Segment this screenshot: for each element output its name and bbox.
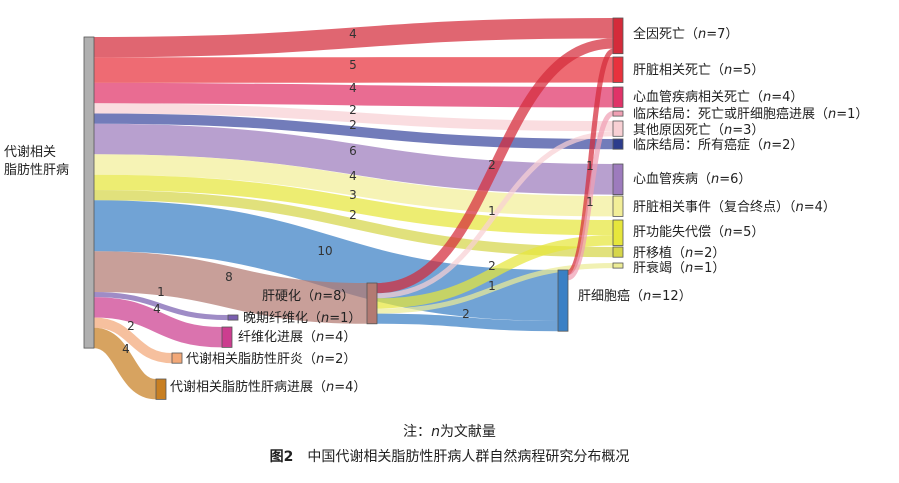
caption-number: 图2	[269, 449, 294, 465]
label-fp: 纤维化进展（n=4）	[238, 330, 356, 345]
label-fail: 肝衰竭（n=1）	[633, 260, 725, 276]
label-src: 代谢相关脂肪性肝病	[4, 144, 69, 178]
flow-src-to-lf	[93, 292, 229, 321]
node-dec	[612, 219, 624, 246]
label-mash: 代谢相关脂肪性肝炎（n=2）	[186, 351, 356, 367]
node-tx	[612, 246, 624, 258]
node-cl1	[612, 110, 624, 117]
node-cv	[612, 163, 624, 196]
flow-value-cir-to-dec: 2	[488, 259, 496, 273]
figure-note: 注：n为文献量	[0, 421, 899, 441]
flow-value-src-to-cl2: 2	[349, 118, 357, 132]
flow-value-hcc-to-cl1: 1	[586, 195, 594, 209]
flow-value-src-to-mprog: 4	[122, 342, 130, 356]
flow-value-src-to-mash: 2	[127, 319, 135, 333]
flow-hcc-to-acm	[566, 48, 615, 276]
flow-value-cir-to-fail: 1	[488, 279, 496, 293]
label-cvd: 心血管疾病相关死亡（n=4）	[633, 90, 803, 105]
flow-src-to-mprog	[92, 327, 158, 400]
node-mash	[171, 352, 183, 364]
flow-value-cir-to-hcc: 2	[462, 307, 470, 321]
flow-value-src-to-lf: 1	[157, 285, 165, 299]
flow-src-to-lre	[93, 154, 614, 217]
label-lf: 晚期纤维化（n=1）	[243, 311, 361, 326]
flow-value-src-to-acm: 4	[349, 27, 357, 41]
flow-value-src-to-cir: 8	[225, 270, 233, 284]
label-mprog: 代谢相关脂肪性肝病进展（n=4）	[170, 379, 366, 395]
node-oth	[612, 120, 624, 137]
flow-value-cir-to-acm: 2	[488, 158, 496, 172]
flow-value-src-to-tx: 2	[349, 208, 357, 222]
flow-src-to-cv	[93, 123, 614, 195]
flow-src-to-cir	[93, 251, 368, 324]
flow-value-cir-to-oth: 1	[488, 204, 496, 218]
flow-src-to-cvd	[93, 82, 614, 108]
flow-src-to-cl2	[93, 113, 614, 150]
node-acm	[612, 17, 624, 55]
node-lre	[612, 195, 624, 217]
flow-value-hcc-to-acm: 1	[586, 159, 594, 173]
note-prefix: 注：	[403, 424, 432, 440]
flow-src-to-mash	[93, 317, 173, 364]
flow-value-src-to-hcc: 10	[317, 244, 332, 258]
figure-caption: 图2 中国代谢相关脂肪性肝病人群自然病程研究分布概况	[0, 446, 899, 466]
node-lf	[227, 314, 239, 321]
label-oth: 其他原因死亡（n=3）	[633, 123, 764, 138]
node-fail	[612, 262, 624, 269]
note-italic: n	[431, 424, 440, 440]
label-acm: 全因死亡（n=7）	[633, 26, 738, 42]
flow-value-src-to-fp: 4	[153, 302, 161, 316]
label-hcc: 肝细胞癌（n=12）	[578, 288, 692, 304]
label-cv: 心血管疾病（n=6）	[633, 172, 751, 187]
node-cl2	[612, 138, 624, 150]
node-fp	[221, 326, 233, 348]
flow-src-to-hcc	[93, 200, 559, 321]
flow-src-to-fp	[93, 297, 223, 348]
flow-value-src-to-cv: 6	[349, 144, 357, 158]
label-tx: 肝移植（n=2）	[633, 246, 725, 261]
label-cl2: 临床结局：所有癌症（n=2）	[633, 137, 803, 153]
node-cvd	[612, 86, 624, 108]
node-cir	[366, 282, 378, 325]
flow-value-src-to-oth: 2	[349, 103, 357, 117]
label-cir: 肝硬化（n=8）	[262, 289, 354, 304]
flow-value-src-to-lre: 4	[349, 169, 357, 183]
flow-cir-to-oth	[376, 131, 614, 299]
flow-src-to-tx	[93, 190, 614, 258]
caption-text: 中国代谢相关脂肪性肝病人群自然病程研究分布概况	[307, 449, 630, 465]
label-ldd: 肝脏相关死亡（n=5）	[633, 63, 764, 78]
flow-links	[92, 18, 615, 400]
node-ldd	[612, 56, 624, 83]
note-suffix: 为文献量	[439, 424, 496, 440]
flow-value-src-to-cvd: 4	[349, 81, 357, 95]
flow-hcc-to-cl1	[566, 111, 615, 281]
flow-cir-to-acm	[376, 38, 614, 294]
node-hcc	[557, 269, 569, 332]
node-mprog	[155, 378, 167, 400]
label-lre: 肝脏相关事件（复合终点）（n=4）	[633, 199, 836, 215]
flow-src-to-acm	[93, 18, 614, 58]
flow-cir-to-dec	[376, 235, 614, 309]
label-cl1: 临床结局：死亡或肝细胞癌进展（n=1）	[633, 106, 868, 122]
flow-cir-to-hcc	[376, 313, 559, 332]
flow-src-to-dec	[93, 174, 614, 236]
node-src	[83, 36, 95, 349]
nodes	[83, 17, 624, 400]
flow-value-src-to-ldd: 5	[349, 58, 357, 72]
label-dec: 肝功能失代偿（n=5）	[633, 225, 764, 240]
flow-value-src-to-dec: 3	[349, 188, 357, 202]
